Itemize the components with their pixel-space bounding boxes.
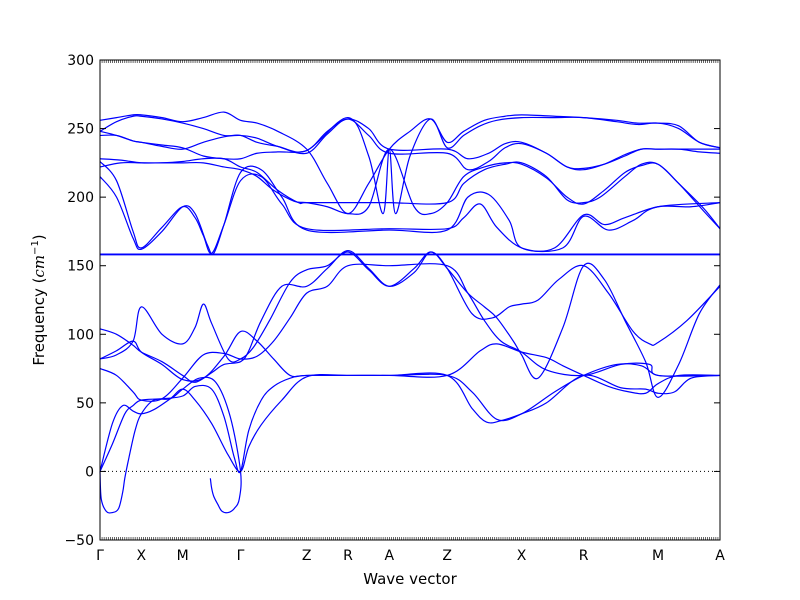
y-axis-title-exponent: −1 xyxy=(30,240,41,255)
y-ticks: −50 0 50 100 150 200 250 300 xyxy=(64,53,720,549)
x-tick-label: R xyxy=(343,548,353,564)
y-tick-label: 300 xyxy=(67,53,94,69)
x-tick-label: Γ xyxy=(237,548,245,564)
x-tick-label: M xyxy=(177,548,189,564)
y-tick-label: 100 xyxy=(67,327,94,343)
x-tick-label: Γ xyxy=(96,548,104,564)
y-tick-label: −50 xyxy=(64,533,94,549)
phonon-branch-10 xyxy=(99,161,721,254)
y-tick-label: 200 xyxy=(67,190,94,206)
phonon-branch-7 xyxy=(99,250,721,398)
plot-background xyxy=(100,60,720,540)
y-axis-title-unit: cm xyxy=(30,255,48,278)
y-tick-label: 50 xyxy=(76,396,94,412)
phonon-branch-17 xyxy=(99,111,721,215)
x-tick-label: X xyxy=(137,548,147,564)
phonon-branch-16 xyxy=(99,115,721,215)
phonon-branch-12 xyxy=(99,157,721,230)
series-group xyxy=(99,111,721,514)
y-tick-label: 0 xyxy=(85,464,94,480)
y-tick-label: 150 xyxy=(67,259,94,275)
phonon-branch-15 xyxy=(99,118,720,171)
phonon-branch-6 xyxy=(99,251,721,363)
x-tick-label: Z xyxy=(302,548,312,564)
y-axis-title: Frequency (cm−1) xyxy=(30,234,48,365)
phonon-branch-5 xyxy=(99,330,721,395)
y-tick-label: 250 xyxy=(67,122,94,138)
phonon-branch-11 xyxy=(99,165,721,256)
phonon-branch-13 xyxy=(99,148,721,230)
phonon-branch-3 xyxy=(99,376,242,514)
x-tick-label: R xyxy=(579,548,589,564)
plot-frame xyxy=(99,59,721,541)
y-axis-title-main: Frequency ( xyxy=(30,278,48,366)
phonon-branch-1 xyxy=(99,363,720,473)
y-axis-title-close: ) xyxy=(30,234,48,240)
x-tick-label: A xyxy=(715,548,725,564)
x-tick-label: M xyxy=(652,548,664,564)
x-tick-label: A xyxy=(385,548,395,564)
phonon-branch-4 xyxy=(99,263,721,402)
x-tick-label: Z xyxy=(442,548,452,564)
x-axis-title: Wave vector xyxy=(363,570,457,588)
x-tick-label: X xyxy=(517,548,527,564)
